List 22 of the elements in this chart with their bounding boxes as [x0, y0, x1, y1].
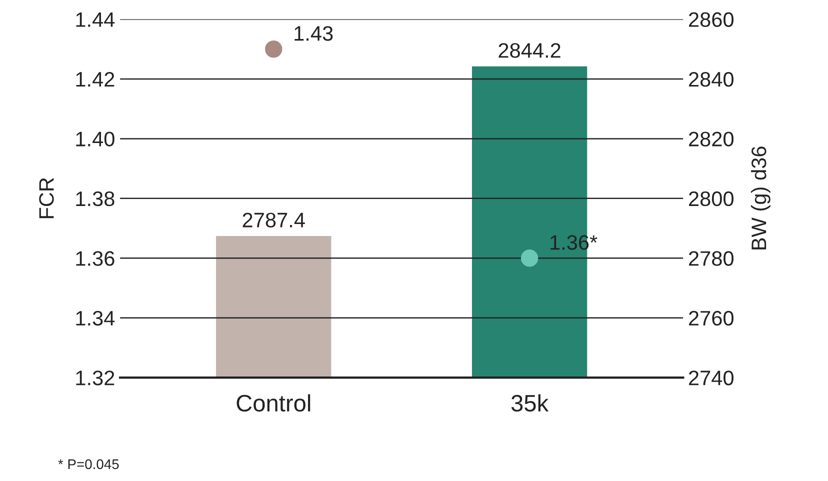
- data-label: 1.43: [294, 26, 333, 41]
- y2-tick-label: 2760: [689, 310, 734, 326]
- y-tick-label: 1.44: [76, 12, 115, 27]
- y2-tick-label: 2840: [689, 72, 734, 87]
- y2-tick-label: 2800: [689, 191, 734, 206]
- y-tick-label: 1.40: [76, 132, 114, 146]
- x-tick-label: Control: [236, 394, 310, 412]
- y2-tick-label: 2780: [689, 251, 734, 266]
- y-axis-title: FCR: [39, 178, 54, 218]
- y-tick-label: 1.42: [76, 72, 114, 87]
- y2-tick-label: 2820: [689, 132, 734, 146]
- y-tick-label: 1.32: [76, 370, 114, 386]
- x-tick-label: 35k: [511, 394, 549, 412]
- y-tick-label: 1.36: [76, 251, 114, 266]
- y2-tick-label: 2860: [689, 12, 734, 27]
- data-label: 2787.4: [242, 212, 305, 228]
- y2-axis-title: BW (g) d36: [750, 146, 770, 250]
- y-tick-label: 1.34: [76, 310, 115, 326]
- text: * P=0.045: [58, 459, 119, 470]
- data-label: 2844.2: [498, 43, 560, 58]
- y-tick-label: 1.38: [76, 191, 114, 206]
- y2-tick-label: 2740: [689, 370, 734, 386]
